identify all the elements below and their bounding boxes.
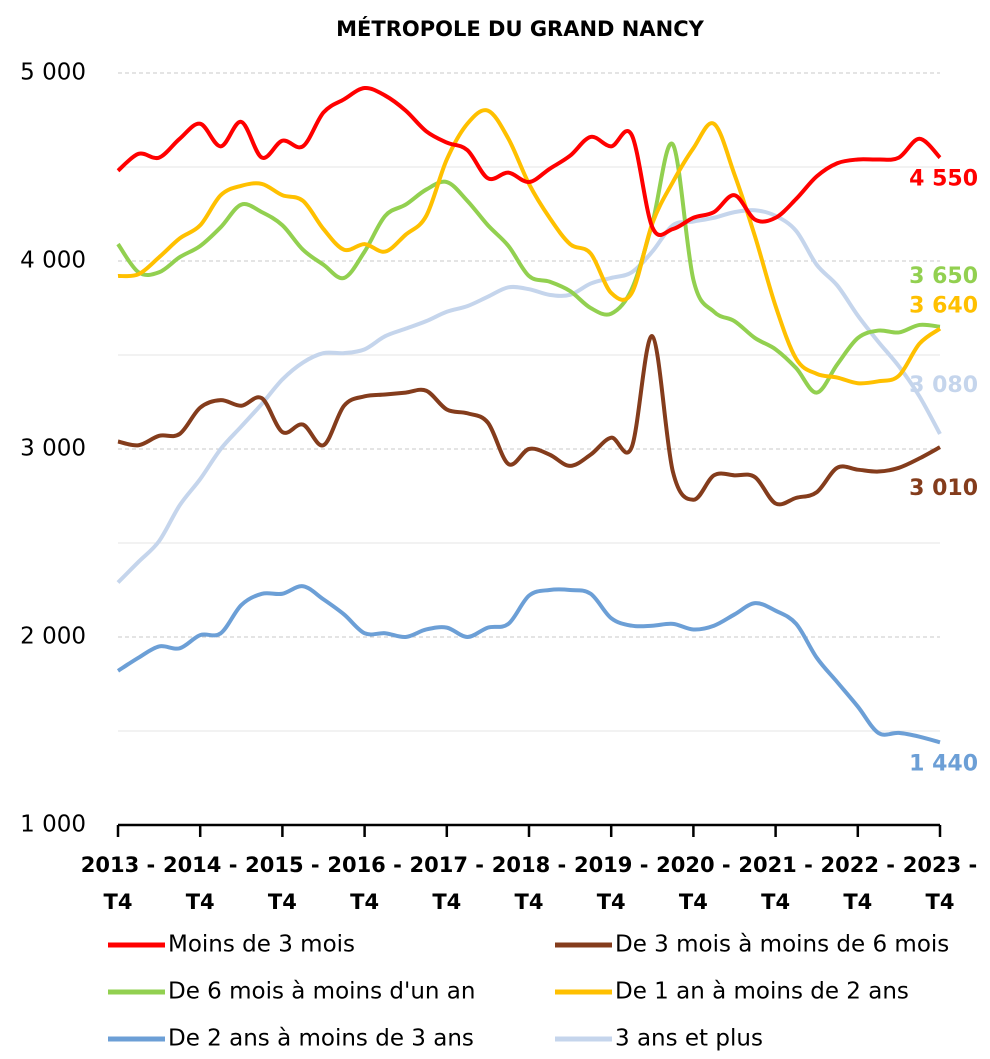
x-tick-label-line: 2021 - — [738, 853, 812, 877]
x-tick-label-line: T4 — [843, 890, 872, 914]
x-tick-label-line: T4 — [104, 890, 133, 914]
x-tick-label-line: T4 — [926, 890, 955, 914]
legend-label: 3 ans et plus — [615, 1026, 763, 1052]
x-tick-label-line: T4 — [597, 890, 626, 914]
x-tick-label-line: 2013 - — [81, 853, 155, 877]
x-tick-label: 2015 - T4 — [245, 853, 319, 914]
x-tick-label-line: 2015 - — [245, 853, 319, 877]
series-line — [117, 108, 942, 386]
y-tick-label: 4 000 — [20, 248, 86, 274]
data-label: 3 080 — [909, 373, 978, 398]
data-label: 3 650 — [909, 264, 978, 289]
x-tick-label-line: T4 — [186, 890, 215, 914]
x-tick-label-line: T4 — [350, 890, 379, 914]
y-tick-label: 2 000 — [20, 624, 86, 650]
x-tick-label: 2021 - T4 — [738, 853, 812, 914]
legend-label: Moins de 3 mois — [168, 932, 355, 958]
x-tick-label-line: 2018 - — [492, 853, 566, 877]
y-tick-label: 1 000 — [20, 812, 86, 838]
data-label: 3 640 — [909, 294, 978, 319]
series-line — [117, 334, 941, 507]
series-line — [116, 141, 941, 395]
x-tick-label-line: 2019 - — [574, 853, 648, 877]
x-tick-label-line: 2022 - — [821, 853, 895, 877]
x-tick-label: 2020 - T4 — [656, 853, 730, 914]
x-tick-label-line: 2020 - — [656, 853, 730, 877]
y-tick-label: 3 000 — [20, 436, 86, 462]
series-line — [116, 86, 942, 238]
x-tick-label-line: T4 — [515, 890, 544, 914]
x-tick-label: 2019 - T4 — [574, 853, 648, 914]
x-tick-label-line: 2023 - — [903, 853, 977, 877]
x-tick-label: 2016 - T4 — [327, 853, 401, 914]
data-label: 3 010 — [909, 476, 978, 501]
series-line — [116, 208, 942, 584]
x-tick-label: 2014 - T4 — [163, 853, 237, 914]
x-tick-label: 2023 - T4 — [903, 853, 977, 914]
x-tick-label: 2022 - T4 — [821, 853, 895, 914]
x-tick-label-line: 2017 - — [410, 853, 484, 877]
x-tick-label-line: T4 — [268, 890, 297, 914]
x-tick-label: 2017 - T4 — [410, 853, 484, 914]
legend-label: De 6 mois à moins d'un an — [168, 979, 475, 1005]
legend-label: De 1 an à moins de 2 ans — [615, 979, 909, 1005]
x-tick-label: 2013 - T4 — [81, 853, 155, 914]
x-tick-label-line: T4 — [679, 890, 708, 914]
x-tick-label: 2018 - T4 — [492, 853, 566, 914]
legend-label: De 3 mois à moins de 6 mois — [615, 932, 949, 958]
x-tick-label-line: 2016 - — [327, 853, 401, 877]
chart-title: MÉTROPOLE DU GRAND NANCY — [336, 16, 704, 41]
legend-label: De 2 ans à moins de 3 ans — [168, 1026, 474, 1052]
data-label: 4 550 — [909, 167, 978, 192]
x-tick-label-line: T4 — [432, 890, 461, 914]
y-tick-label: 5 000 — [20, 60, 86, 86]
data-label: 1 440 — [909, 751, 978, 776]
x-tick-label-line: T4 — [761, 890, 790, 914]
x-tick-label-line: 2014 - — [163, 853, 237, 877]
series-line — [116, 584, 941, 745]
